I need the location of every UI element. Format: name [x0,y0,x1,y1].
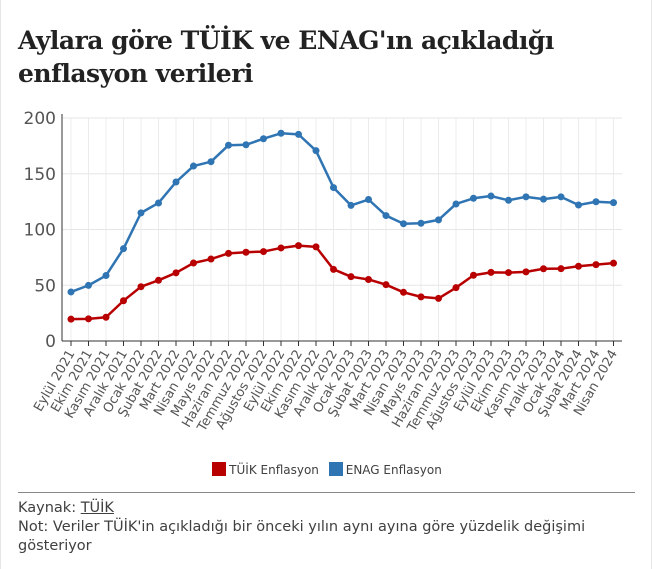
source-label: Kaynak: [18,500,77,516]
data-point-tuik [557,265,565,273]
data-point-tuik [190,259,197,267]
data-point-tuik [277,244,285,252]
legend-label-tuik: TÜİK Enflasyon [229,463,319,477]
y-tick-label: 150 [24,165,56,185]
data-point-tuik [435,294,442,302]
legend-label-enag: ENAG Enflasyon [345,463,442,477]
data-point-enag [102,272,110,280]
data-point-tuik [400,288,407,296]
data-point-enag [365,196,372,204]
legend-item-tuik: TÜİK Enflasyon [212,462,319,477]
data-point-tuik [452,284,460,292]
data-point-enag [505,196,512,204]
data-point-enag [242,141,250,149]
y-tick-label: 0 [45,332,56,352]
data-point-enag [330,184,337,192]
data-point-enag [575,201,582,209]
legend-item-enag: ENAG Enflasyon [328,462,442,477]
y-tick-label: 200 [24,109,56,129]
data-point-tuik [382,281,390,289]
data-point-tuik [470,271,477,279]
data-point-enag [120,245,127,253]
data-point-enag [592,198,600,206]
data-point-tuik [172,269,180,277]
data-point-tuik [365,275,372,283]
data-point-tuik [207,255,215,263]
data-point-enag [295,130,302,138]
data-point-tuik [505,269,512,277]
data-point-enag [400,220,407,228]
data-point-enag [260,135,267,143]
data-point-tuik [225,249,232,257]
y-tick-label: 100 [24,221,56,241]
data-point-tuik [347,273,355,281]
data-point-tuik [155,276,162,284]
source-line: Kaynak: TÜİK [18,499,618,518]
data-point-tuik [487,268,495,276]
data-point-enag [487,192,495,200]
data-point-enag [67,288,75,296]
data-point-enag [207,158,215,166]
data-point-tuik [242,248,250,256]
data-point-tuik [575,262,582,270]
data-point-enag [85,281,92,289]
data-point-tuik [137,283,145,291]
footer-divider [18,492,635,493]
data-point-enag [557,193,565,201]
data-point-enag [610,199,617,207]
series-line-enag [70,132,614,294]
footer-note: Not: Veriler TÜİK'in açıkladığı bir önce… [18,519,586,554]
data-point-tuik [102,313,110,321]
data-point-tuik [295,242,302,250]
source-link[interactable]: TÜİK [80,500,114,516]
footer: Kaynak: TÜİK Not: Veriler TÜİK'in açıkla… [18,499,618,556]
data-point-tuik [610,259,617,267]
data-point-tuik [330,265,337,273]
data-point-tuik [67,315,75,323]
data-point-enag [347,201,355,209]
data-point-tuik [260,248,267,256]
data-point-enag [137,209,145,217]
data-point-tuik [540,265,547,273]
chart-title: Aylara göre TÜİK ve ENAG'ın açıkladığı e… [18,26,554,88]
data-point-enag [277,129,285,137]
data-point-tuik [417,293,425,301]
data-point-enag [470,194,477,202]
data-point-tuik [522,268,530,276]
data-point-enag [225,141,232,149]
data-point-tuik [312,243,320,251]
data-point-tuik [85,315,92,323]
data-point-enag [190,162,197,170]
legend-swatch-tuik [212,462,227,476]
series-line-tuik [70,244,614,321]
data-point-tuik [592,261,600,269]
y-tick-label: 50 [34,276,56,296]
legend: TÜİK Enflasyon ENAG Enflasyon [1,462,652,477]
data-point-tuik [120,297,127,305]
data-point-enag [452,200,460,208]
data-point-enag [382,212,390,220]
data-point-enag [155,199,162,207]
data-point-enag [172,178,180,186]
data-point-enag [540,195,547,203]
data-point-enag [417,219,425,227]
legend-swatch-enag [328,462,343,476]
data-point-enag [435,216,442,224]
data-point-enag [522,193,530,201]
data-point-enag [312,147,320,155]
